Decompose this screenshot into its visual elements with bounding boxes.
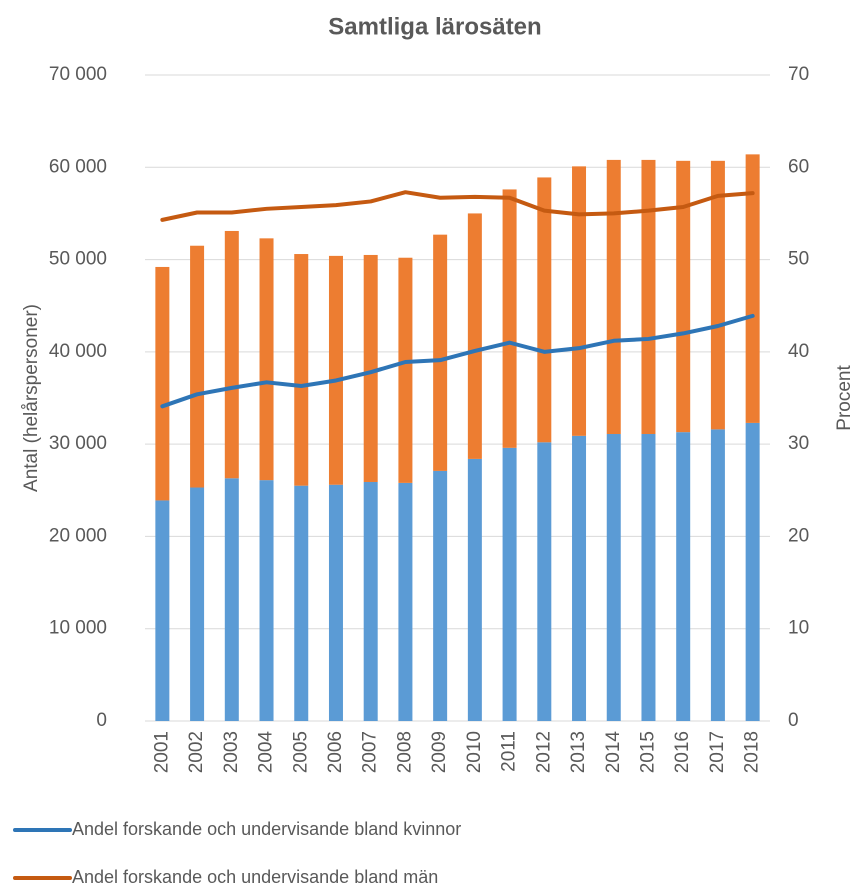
y-tick-label: 40 000 [49,341,107,362]
bar [363,481,378,721]
x-tick-label: 2011 [499,731,520,772]
line [160,190,755,222]
y2-tick-label: 30 [788,433,809,454]
bar [155,500,170,721]
bar [259,238,274,481]
x-tick-label: 2007 [360,731,381,773]
x-tick-label: 2002 [186,731,207,773]
x-tick-label: 2008 [394,731,415,773]
bar [363,254,378,482]
x-tick-label: 2001 [151,731,172,773]
y-axis-label: Antal (helårspersoner) [21,304,42,492]
chart-title: Samtliga lärosäten [328,13,541,40]
bar [328,484,343,721]
bar [641,433,656,721]
y-tick-label: 0 [96,710,107,731]
bar [537,442,552,721]
x-tick-label: 2010 [464,731,485,773]
y-tick-label: 30 000 [49,433,107,454]
legend-label: Andel forskande och undervisande bland m… [72,867,438,886]
x-tick-label: 2012 [533,731,554,773]
bar [433,234,448,471]
y-tick-label: 50 000 [49,249,107,270]
y2-tick-label: 0 [788,710,799,731]
bar [606,159,621,434]
bar [467,458,482,721]
bar [502,189,517,448]
bar [328,255,343,485]
bar [224,478,239,721]
bar [433,470,448,721]
y2-tick-label: 50 [788,249,809,270]
y2-tick-label: 20 [788,525,809,546]
y2-tick-label: 10 [788,618,809,639]
bar [224,230,239,479]
bar [537,177,552,443]
x-tick-label: 2016 [672,731,693,773]
bar [398,257,413,483]
x-tick-label: 2009 [429,731,450,773]
line [160,313,755,409]
bar [641,159,656,434]
bar [676,160,691,433]
bar [710,160,725,430]
y-tick-label: 10 000 [49,618,107,639]
bar [572,435,587,721]
x-tick-label: 2003 [221,731,242,773]
bar [398,482,413,721]
bar [155,266,170,501]
x-tick-label: 2006 [325,731,346,773]
x-tick-label: 2018 [742,731,763,773]
x-tick-label: 2005 [290,731,311,773]
y2-tick-label: 40 [788,341,809,362]
bar [606,433,621,721]
y2-tick-label: 60 [788,156,809,177]
bar [467,213,482,459]
y-tick-label: 20 000 [49,525,107,546]
y2-tick-label: 70 [788,64,809,85]
x-tick-label: 2015 [637,731,658,773]
bar [676,432,691,721]
x-tick-label: 2014 [603,731,624,774]
x-tick-label: 2013 [568,731,589,773]
y-tick-label: 60 000 [49,156,107,177]
bar [259,480,274,721]
x-tick-label: 2017 [707,731,728,773]
legend-label: Andel forskande och undervisande bland k… [72,819,461,839]
x-tick-label: 2004 [256,731,277,774]
bar [294,485,309,721]
bar [502,447,517,721]
y-tick-label: 70 000 [49,64,107,85]
y2-axis-label: Procent [834,365,855,431]
bar [745,154,760,423]
bar [572,166,587,436]
bar [190,245,205,488]
bar [190,487,205,721]
bar [710,429,725,721]
bar [294,254,309,486]
bar [745,422,760,721]
